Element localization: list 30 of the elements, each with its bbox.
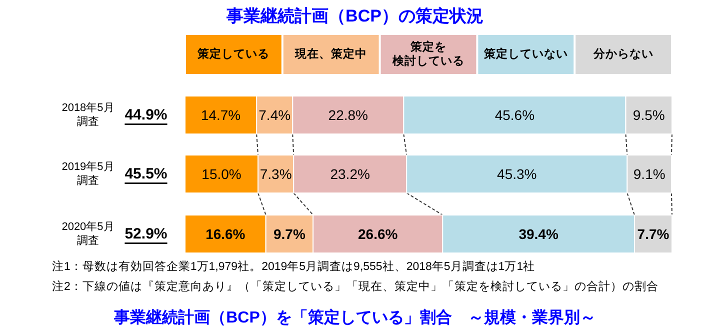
data-label: 7.4% xyxy=(258,107,291,123)
data-label: 7.7% xyxy=(637,226,670,242)
annotation: 注1：母数は有効回答企業1万1,979社。2019年5月調査は9,555社、2018年5月調査は1万1社 xyxy=(52,259,536,273)
data-label: 15.0% xyxy=(202,166,242,182)
data-label: 26.6% xyxy=(358,226,398,242)
data-label: 22.8% xyxy=(328,107,368,123)
data-label: 45.6% xyxy=(494,107,535,123)
y-tick-label: 2020年5月調査 xyxy=(62,221,114,247)
data-label: 39.4% xyxy=(518,226,559,242)
text: 策定している xyxy=(198,48,270,60)
text: 44.9% xyxy=(124,106,168,124)
data-label: 23.2% xyxy=(330,166,370,182)
chart-title: 事業継続計画（BCP）の策定状況 xyxy=(226,6,484,26)
text: 45.5% xyxy=(124,166,168,182)
text: 策定を検討している xyxy=(392,41,464,68)
data-label: 7.3% xyxy=(260,166,292,182)
text: 注2：下線の値は『策定意向あり』（「策定している」「現在、策定中」「策定を検討している」の合計）の割合 xyxy=(52,279,658,293)
text: 分からない xyxy=(593,48,654,60)
y-tick-label: 2018年5月調査 xyxy=(62,102,114,128)
text: 52.9% xyxy=(124,226,168,242)
data-label: 45.3% xyxy=(497,166,537,182)
data-label: 14.7% xyxy=(200,107,241,123)
y-tick-label: 2019年5月調査 xyxy=(62,161,114,187)
text: 事業継続計画（BCP）を「策定している」割合 ～規模・業界別～ xyxy=(113,308,596,326)
data-label: 9.5% xyxy=(632,107,665,123)
text: 現在、策定中 xyxy=(295,48,368,60)
data-label: 9.7% xyxy=(274,226,306,242)
text: 策定していない xyxy=(484,48,568,60)
data-label: 16.6% xyxy=(206,226,246,242)
data-label: 9.1% xyxy=(633,166,666,182)
